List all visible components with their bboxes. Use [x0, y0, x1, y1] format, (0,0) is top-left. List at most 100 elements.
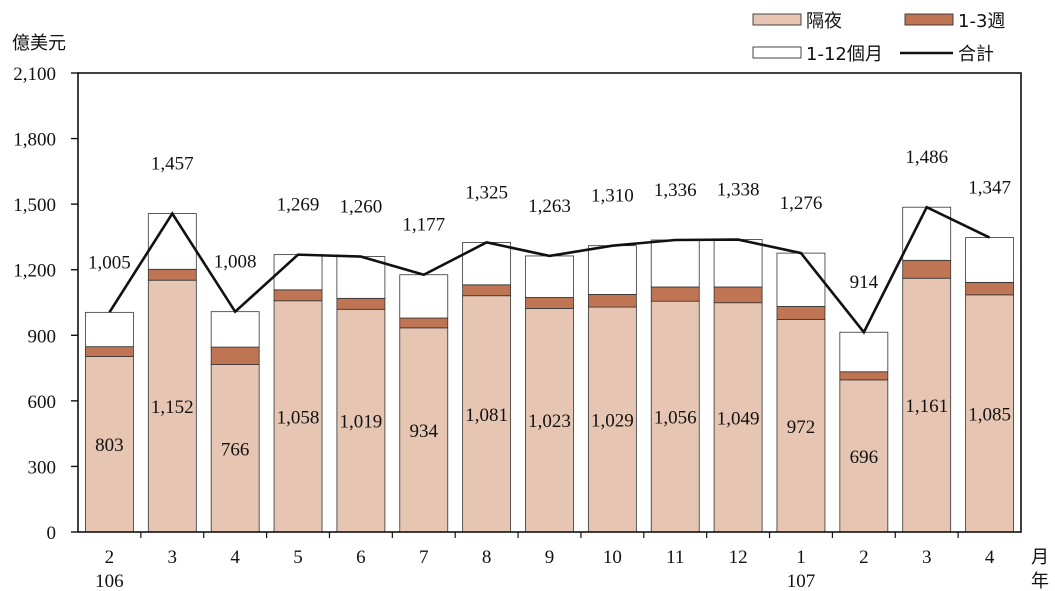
bar-segment — [965, 237, 1014, 283]
x-tick-label: 7 — [419, 547, 429, 568]
bar-segment — [399, 317, 449, 329]
y-axis-title: 億美元 — [12, 33, 66, 54]
bar-segment — [462, 284, 512, 297]
bar-segment — [147, 268, 197, 281]
bar-value-label: 934 — [410, 421, 439, 442]
bar-segment — [776, 306, 826, 320]
total-value-label: 1,338 — [717, 180, 760, 201]
bar-segment — [902, 259, 952, 279]
x-tick-label: 1 — [796, 547, 806, 568]
y-tick-label: 900 — [28, 326, 57, 347]
total-value-label: 1,347 — [968, 178, 1011, 199]
bar-value-label: 1,023 — [528, 411, 571, 432]
x-tick-label: 5 — [293, 547, 303, 568]
bar-value-label: 1,019 — [340, 412, 383, 433]
total-value-label: 1,260 — [340, 197, 383, 218]
bar-value-label: 1,049 — [717, 408, 760, 429]
x-tick-label: 8 — [482, 547, 492, 568]
total-line — [108, 205, 991, 335]
x-tick-label: 11 — [666, 547, 684, 568]
x-tick-label: 2 — [859, 547, 869, 568]
bar-segment — [587, 306, 637, 533]
bar-segment — [85, 311, 134, 348]
bar-segment — [587, 294, 637, 308]
y-tick-label: 1,800 — [13, 130, 56, 151]
year-unit-label: 年 — [1031, 571, 1049, 591]
bar-value-label: 1,058 — [277, 407, 320, 428]
bar-segment — [713, 286, 763, 304]
bar-value-label: 1,029 — [591, 411, 634, 432]
y-tick-label: 300 — [28, 457, 57, 478]
bar-segment — [85, 356, 134, 533]
year-label: 106 — [95, 571, 124, 591]
bar-segment — [650, 300, 700, 533]
bar-segment — [336, 297, 386, 310]
legend-label: 1-3週 — [958, 11, 1005, 32]
bar-value-label: 803 — [95, 435, 124, 456]
bar-value-label: 1,152 — [151, 397, 194, 418]
total-value-label: 1,325 — [465, 182, 508, 203]
total-value-label: 1,457 — [151, 154, 194, 175]
y-tick-label: 2,100 — [13, 64, 56, 85]
bar-segment — [210, 364, 260, 533]
total-value-label: 1,336 — [654, 180, 697, 201]
bar-value-label: 1,081 — [465, 405, 508, 426]
legend-swatch — [904, 13, 954, 26]
total-value-label: 1,276 — [780, 193, 823, 214]
x-tick-label: 10 — [603, 547, 622, 568]
bar-segment — [776, 319, 826, 533]
bar-segment — [273, 300, 323, 533]
bar-segment — [273, 289, 323, 302]
legend-label: 1-12個月 — [806, 44, 883, 65]
bar-segment — [210, 346, 260, 365]
bar-value-label: 1,161 — [905, 396, 948, 417]
bar-segment — [336, 256, 386, 299]
bar-value-label: 766 — [221, 439, 250, 460]
bar-segment — [965, 281, 1014, 296]
x-tick-label: 4 — [230, 547, 240, 568]
bar-value-label: 696 — [850, 447, 879, 468]
x-unit-label: 月 — [1031, 547, 1049, 568]
legend: 隔夜 1-3週 1-12個月 合計 — [752, 11, 1005, 65]
bar-segment — [650, 239, 700, 288]
bar-segment — [839, 371, 889, 381]
bar-segment — [776, 252, 826, 307]
legend-label: 隔夜 — [806, 11, 842, 32]
x-tick-label: 3 — [168, 547, 178, 568]
bar-segment — [85, 346, 134, 357]
y-tick-label: 0 — [47, 523, 57, 544]
total-value-label: 914 — [850, 272, 879, 293]
bar-segment — [713, 302, 763, 533]
year-label: 107 — [787, 571, 816, 591]
legend-swatch — [752, 46, 802, 59]
total-value-label: 1,008 — [214, 252, 257, 273]
bar-segment — [462, 241, 512, 286]
bar-segment — [273, 254, 323, 291]
bar-value-label: 1,085 — [968, 404, 1011, 425]
bar-segment — [713, 239, 763, 288]
x-tick-label: 4 — [985, 547, 995, 568]
x-tick-label: 12 — [729, 547, 748, 568]
x-tick-label: 2 — [105, 547, 115, 568]
bar-segment — [650, 286, 700, 302]
total-value-label: 1,269 — [277, 195, 320, 216]
total-value-label: 1,310 — [591, 186, 634, 207]
bar-segment — [336, 308, 386, 533]
plot-frame — [77, 72, 1022, 533]
x-tick-label: 6 — [356, 547, 366, 568]
bar-segment — [525, 255, 574, 298]
bar-segment — [902, 277, 952, 533]
legend-label: 合計 — [958, 44, 994, 65]
x-tick-label: 3 — [922, 547, 932, 568]
y-tick-label: 600 — [28, 392, 57, 413]
total-value-label: 1,263 — [528, 196, 571, 217]
bar-segment — [525, 297, 574, 309]
bar-segment — [210, 311, 260, 348]
legend-swatch — [752, 13, 802, 26]
bar-segment — [839, 331, 889, 373]
bar-value-label: 972 — [787, 417, 816, 438]
y-tick-label: 1,200 — [13, 261, 56, 282]
total-value-label: 1,177 — [402, 215, 445, 236]
bar-segment — [587, 245, 637, 295]
